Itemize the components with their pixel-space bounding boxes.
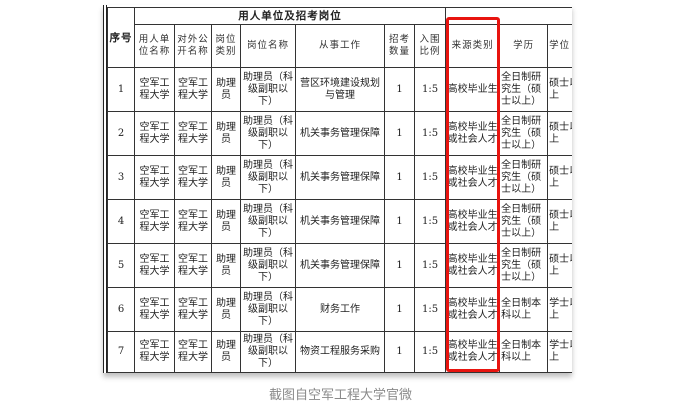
cell-degree: 硕士以上 bbox=[547, 67, 572, 112]
cell-count: 1 bbox=[384, 111, 415, 156]
cell-unit: 空军工程大学 bbox=[134, 199, 175, 244]
cell-unit: 空军工程大学 bbox=[134, 67, 175, 112]
table-row: 3 空军工程大学 空军工程大学 助理员 助理员（科级副职以下） 机关事务管理保障 1 1:5 高… bbox=[107, 155, 572, 200]
cell-education: 全日制研究生（硕士以上） bbox=[499, 155, 549, 200]
cell-public-name: 空军工程大学 bbox=[174, 155, 212, 200]
cell-seq: 5 bbox=[107, 243, 135, 288]
cell-public-name: 空军工程大学 bbox=[174, 199, 212, 244]
cell-count: 1 bbox=[384, 287, 415, 332]
header-count: 招考数量 bbox=[384, 24, 415, 68]
image-caption: 截图自空军工程大学官微 bbox=[268, 388, 412, 403]
table-row: 4 空军工程大学 空军工程大学 助理员 助理员（科级副职以下） 机关事务管理保障 1 1:5 高… bbox=[107, 199, 572, 244]
cell-ratio: 1:5 bbox=[413, 331, 447, 373]
cell-degree: 硕士以上 bbox=[547, 199, 572, 244]
cell-ratio: 1:5 bbox=[413, 111, 447, 156]
cell-unit: 空军工程大学 bbox=[134, 331, 175, 373]
table-row: 2 空军工程大学 空军工程大学 助理员 助理员（科级副职以下） 机关事务管理保障 1 1:5 高… bbox=[107, 111, 572, 156]
cell-education: 全日制研究生（硕士以上） bbox=[499, 111, 549, 156]
cell-count: 1 bbox=[384, 67, 415, 112]
table-row: 1 空军工程大学 空军工程大学 助理员 助理员（科级副职以下） 营区环境建设规划与管理 1 1… bbox=[107, 67, 572, 112]
highlight-box bbox=[446, 17, 500, 372]
header-work: 从事工作 bbox=[295, 24, 385, 68]
cell-seq: 1 bbox=[107, 67, 135, 112]
header-education: 学历 bbox=[499, 24, 549, 68]
cell-ratio: 1:5 bbox=[413, 199, 447, 244]
cell-seq: 2 bbox=[107, 111, 135, 156]
recruitment-table: 序号 用人单位及招考岗位 用人单位名称 对外公开名称 岗位类别 岗位名称 从事工… bbox=[107, 7, 572, 373]
cell-source: 高校毕业生或社会人才 bbox=[445, 243, 501, 288]
cell-category: 助理员 bbox=[211, 67, 241, 112]
header-degree: 学位 bbox=[547, 24, 572, 68]
cell-education: 全日制研究生（硕士以上） bbox=[499, 67, 549, 112]
header-unit: 用人单位名称 bbox=[134, 24, 175, 68]
table-border bbox=[103, 5, 104, 373]
cell-education: 全日制本科以上 bbox=[499, 287, 549, 332]
cell-work: 机关事务管理保障 bbox=[295, 155, 385, 200]
cell-category: 助理员 bbox=[211, 199, 241, 244]
seq-header: 序号 bbox=[107, 7, 135, 68]
header-source: 来源类别 bbox=[445, 24, 501, 68]
cell-public-name: 空军工程大学 bbox=[174, 331, 212, 373]
cell-work: 财务工作 bbox=[295, 287, 385, 332]
cell-seq: 3 bbox=[107, 155, 135, 200]
cell-ratio: 1:5 bbox=[413, 287, 447, 332]
cell-category: 助理员 bbox=[211, 155, 241, 200]
cell-education: 全日制研究生（硕士以上） bbox=[499, 199, 549, 244]
cell-degree: 硕士以上 bbox=[547, 111, 572, 156]
cell-public-name: 空军工程大学 bbox=[174, 287, 212, 332]
group-header: 用人单位及招考岗位 bbox=[133, 7, 447, 25]
table-row: 5 空军工程大学 空军工程大学 助理员 助理员（科级副职以下） 机关事务管理保障 1 1:5 高… bbox=[107, 243, 572, 288]
cell-count: 1 bbox=[384, 243, 415, 288]
cell-count: 1 bbox=[384, 331, 415, 373]
cell-degree: 学士以上 bbox=[547, 331, 572, 373]
cell-degree: 学士以上 bbox=[547, 287, 572, 332]
cell-ratio: 1:5 bbox=[413, 155, 447, 200]
cell-count: 1 bbox=[384, 199, 415, 244]
cell-category: 助理员 bbox=[211, 331, 241, 373]
header-ratio: 入围比例 bbox=[413, 24, 447, 68]
cell-unit: 空军工程大学 bbox=[134, 155, 175, 200]
cell-post: 助理员（科级副职以下） bbox=[240, 199, 296, 244]
cell-post: 助理员（科级副职以下） bbox=[240, 111, 296, 156]
cell-post: 助理员（科级副职以下） bbox=[240, 331, 296, 373]
cell-education: 全日制研究生（硕士以上） bbox=[499, 243, 549, 288]
table-border bbox=[106, 5, 107, 373]
cell-work: 机关事务管理保障 bbox=[295, 199, 385, 244]
cell-post: 助理员（科级副职以下） bbox=[240, 243, 296, 288]
cell-work: 物资工程服务采购 bbox=[295, 331, 385, 373]
cell-category: 助理员 bbox=[211, 111, 241, 156]
cell-category: 助理员 bbox=[211, 287, 241, 332]
cell-post: 助理员（科级副职以下） bbox=[240, 67, 296, 112]
cell-public-name: 空军工程大学 bbox=[174, 111, 212, 156]
cell-ratio: 1:5 bbox=[413, 67, 447, 112]
screenshot-image: 序号 用人单位及招考岗位 用人单位名称 对外公开名称 岗位类别 岗位名称 从事工… bbox=[103, 5, 572, 373]
table-row: 7 空军工程大学 空军工程大学 助理员 助理员（科级副职以下） 物资工程服务采购 1 1:5 高… bbox=[107, 331, 572, 373]
header-category: 岗位类别 bbox=[211, 24, 241, 68]
cell-work: 机关事务管理保障 bbox=[295, 243, 385, 288]
cell-seq: 4 bbox=[107, 199, 135, 244]
cell-ratio: 1:5 bbox=[413, 243, 447, 288]
cell-post: 助理员（科级副职以下） bbox=[240, 287, 296, 332]
cell-category: 助理员 bbox=[211, 243, 241, 288]
header-public-name: 对外公开名称 bbox=[174, 24, 212, 68]
cell-count: 1 bbox=[384, 155, 415, 200]
cell-degree: 硕士以上 bbox=[547, 155, 572, 200]
cell-work: 营区环境建设规划与管理 bbox=[295, 67, 385, 112]
cell-public-name: 空军工程大学 bbox=[174, 67, 212, 112]
cell-unit: 空军工程大学 bbox=[134, 243, 175, 288]
cell-source: 高校毕业生 bbox=[445, 67, 501, 112]
cell-seq: 7 bbox=[107, 331, 135, 373]
cell-work: 机关事务管理保障 bbox=[295, 111, 385, 156]
cell-degree: 硕士以上 bbox=[547, 243, 572, 288]
cell-seq: 6 bbox=[107, 287, 135, 332]
cell-education: 全日制本科以上 bbox=[499, 331, 549, 373]
table-row: 6 空军工程大学 空军工程大学 助理员 助理员（科级副职以下） 财务工作 1 1:5 高校毕业生… bbox=[107, 287, 572, 332]
cell-unit: 空军工程大学 bbox=[134, 287, 175, 332]
cell-post: 助理员（科级副职以下） bbox=[240, 155, 296, 200]
cell-unit: 空军工程大学 bbox=[134, 111, 175, 156]
header-post: 岗位名称 bbox=[240, 24, 296, 68]
cell-public-name: 空军工程大学 bbox=[174, 243, 212, 288]
